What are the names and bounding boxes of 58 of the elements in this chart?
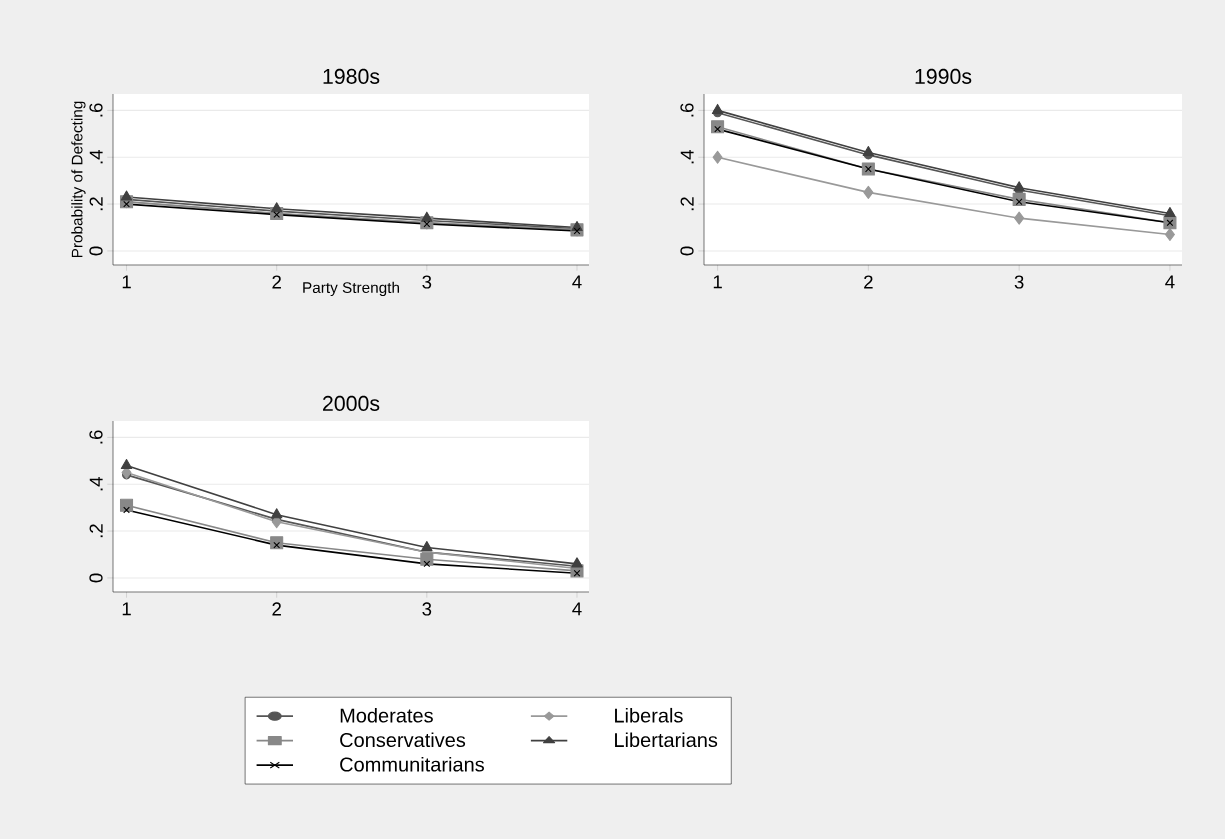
point	[1015, 198, 1023, 206]
point	[421, 540, 433, 552]
x-tick-label: 3	[422, 275, 432, 289]
point	[1164, 228, 1175, 242]
point	[712, 150, 723, 164]
y-tick-label: .6	[680, 103, 694, 117]
point	[571, 557, 583, 568]
x-tick-label: 4	[572, 602, 582, 616]
point	[123, 506, 130, 514]
y-tick-label: 0	[89, 573, 103, 583]
chart-title: 1980s	[323, 68, 380, 84]
point	[1164, 206, 1176, 217]
point	[420, 552, 434, 566]
x-tick-label: 2	[864, 275, 873, 289]
legend-label: Communitarians	[340, 756, 484, 772]
y-axis-title: Probability of Defecting	[71, 101, 86, 258]
y-tick-label: .2	[89, 524, 103, 538]
chart-title: 2000s	[323, 395, 380, 411]
x-tick-label: 1	[713, 275, 722, 289]
x-tick-label: 3	[1014, 275, 1024, 289]
point	[123, 200, 130, 208]
x-tick-label: 4	[1165, 275, 1175, 289]
y-tick-label: .6	[89, 430, 103, 444]
point	[573, 569, 581, 577]
legend-label: Conservatives	[340, 732, 466, 748]
legend-label: Liberals	[615, 707, 683, 723]
point	[711, 103, 724, 114]
x-tick-label: 1	[122, 275, 131, 289]
point	[714, 125, 721, 133]
y-tick-label: .4	[89, 477, 103, 491]
y-tick-label: 0	[89, 246, 103, 256]
point	[120, 190, 133, 201]
point	[273, 541, 281, 549]
point	[120, 458, 133, 470]
y-tick-label: .6	[89, 103, 103, 117]
point	[421, 211, 433, 222]
point	[423, 220, 431, 228]
legend-label: Moderates	[340, 707, 433, 723]
point	[863, 185, 874, 199]
y-tick-label: .4	[89, 150, 103, 164]
y-tick-label: .4	[680, 150, 694, 164]
point	[1013, 181, 1025, 192]
y-tick-label: .2	[89, 197, 103, 211]
x-tick-label: 3	[422, 602, 432, 616]
point	[423, 560, 431, 568]
x-tick-label: 2	[272, 275, 281, 289]
chart-title: 1990s	[915, 68, 972, 84]
point	[270, 508, 283, 519]
x-axis-title: Party Strength	[303, 281, 399, 297]
x-tick-label: 2	[272, 602, 281, 616]
point	[270, 202, 283, 213]
x-tick-label: 1	[122, 602, 131, 616]
y-tick-label: .2	[680, 197, 694, 211]
x-tick-label: 4	[572, 275, 582, 289]
point	[1014, 211, 1025, 225]
y-tick-label: 0	[680, 246, 694, 256]
legend-label: Libertarians	[615, 732, 718, 748]
point	[862, 146, 875, 157]
